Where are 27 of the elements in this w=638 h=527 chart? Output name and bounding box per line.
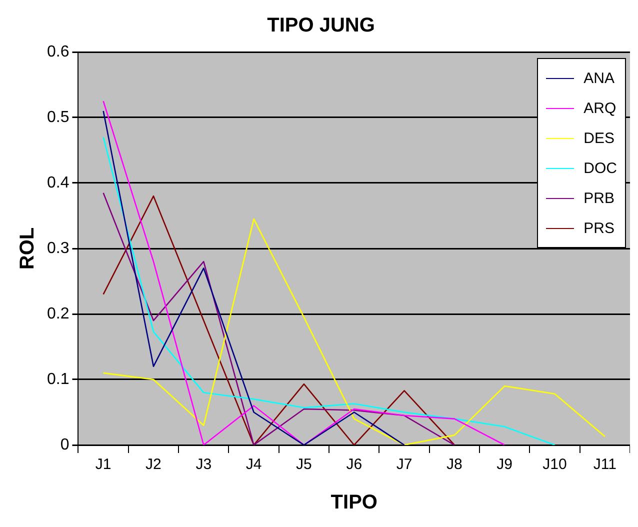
x-tick-label: J11 bbox=[593, 456, 616, 474]
x-tick-label: J10 bbox=[542, 456, 567, 474]
y-tick-label: 0.2 bbox=[46, 305, 70, 322]
y-tick-label: 0.1 bbox=[46, 370, 70, 388]
x-tick-label: J7 bbox=[396, 456, 412, 474]
x-tick-label: J9 bbox=[496, 456, 513, 474]
legend-label: ANA bbox=[584, 70, 614, 86]
x-tick-label: J5 bbox=[296, 456, 312, 474]
x-tick-label: J4 bbox=[246, 456, 262, 474]
x-tick-label: J1 bbox=[95, 456, 112, 474]
legend-label: DOC bbox=[584, 160, 617, 176]
y-tick-label: 0 bbox=[60, 436, 70, 454]
x-axis-title: TIPO bbox=[330, 492, 378, 514]
legend-label: PRS bbox=[584, 220, 614, 236]
legend-label: ARQ bbox=[584, 100, 616, 116]
x-tick-label: J8 bbox=[446, 456, 462, 474]
y-tick-label: 0.6 bbox=[46, 43, 70, 60]
y-tick-label: 0.4 bbox=[46, 174, 70, 192]
legend-label: PRB bbox=[584, 190, 614, 206]
x-tick-label: J3 bbox=[196, 456, 212, 474]
chart-title: TIPO JUNG bbox=[267, 14, 375, 37]
y-tick-label: 0.5 bbox=[46, 108, 70, 126]
x-tick-label: J6 bbox=[346, 456, 362, 474]
x-tick-label: J2 bbox=[146, 456, 162, 474]
y-tick-label: 0.3 bbox=[46, 240, 70, 257]
legend-label: DES bbox=[584, 130, 614, 146]
y-axis-title: ROL bbox=[16, 227, 39, 270]
